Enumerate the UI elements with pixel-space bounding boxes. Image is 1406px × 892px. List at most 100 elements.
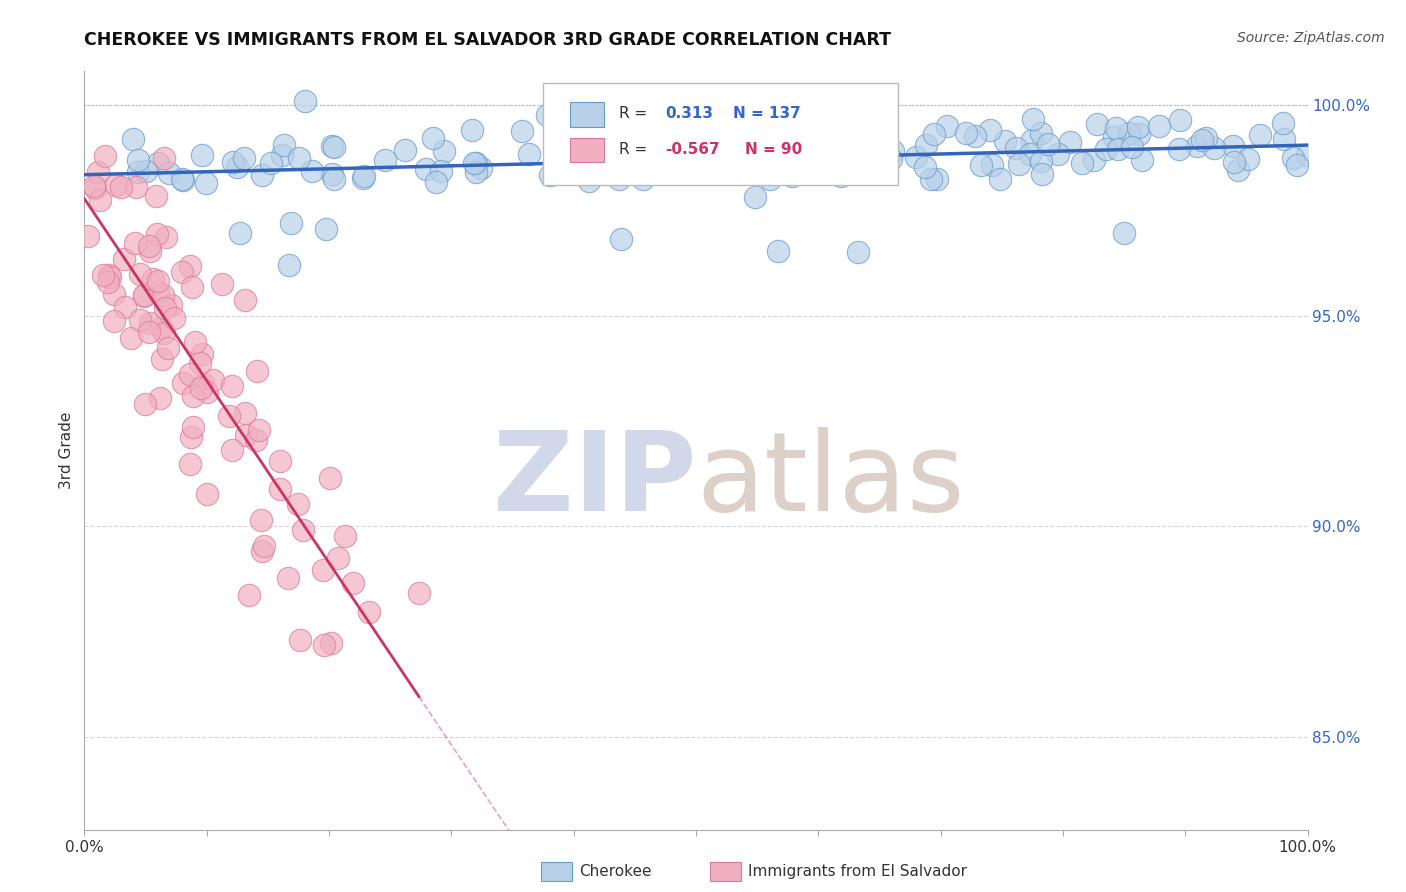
Point (1021, 133, 1043, 147)
Point (132, 289, 155, 303)
Point (394, 143, 416, 157)
Point (882, 144, 904, 158)
Point (287, 497, 309, 511)
Point (408, 586, 430, 600)
Point (766, 244, 789, 258)
Point (994, 134, 1017, 148)
Point (1285, 158, 1308, 172)
Point (288, 151, 311, 165)
Point (87, 165, 110, 179)
Point (1149, 119, 1171, 133)
Point (607, 171, 630, 186)
Point (744, 190, 766, 204)
Point (879, 152, 901, 166)
Text: 0.313: 0.313 (665, 105, 713, 120)
Point (181, 279, 204, 293)
Point (904, 150, 927, 164)
Point (122, 132, 145, 146)
Point (1104, 130, 1126, 145)
Point (1272, 132, 1295, 146)
Point (721, 156, 744, 170)
Point (180, 430, 202, 444)
Point (1029, 154, 1052, 169)
Point (195, 384, 218, 399)
Point (638, 132, 661, 146)
Point (292, 523, 315, 537)
Point (277, 571, 299, 585)
Point (869, 134, 891, 148)
Point (1185, 139, 1208, 153)
Point (145, 188, 167, 202)
Point (1170, 113, 1192, 128)
Point (235, 428, 257, 442)
Point (172, 172, 194, 186)
Point (195, 487, 218, 501)
Point (202, 373, 225, 387)
Point (780, 169, 803, 184)
Point (1128, 127, 1150, 141)
Point (124, 235, 146, 250)
Point (352, 171, 374, 186)
Point (93, 149, 115, 163)
Point (83, 178, 105, 193)
Point (159, 297, 181, 311)
Text: N = 90: N = 90 (745, 142, 803, 157)
Point (250, 168, 273, 182)
Point (172, 171, 194, 186)
Point (84, 180, 107, 194)
Point (433, 144, 456, 158)
Point (191, 347, 214, 361)
Point (301, 164, 323, 178)
Point (328, 551, 350, 566)
Point (146, 285, 169, 300)
Point (737, 161, 759, 175)
Point (233, 151, 256, 165)
Point (578, 174, 600, 188)
Point (98, 268, 121, 283)
Point (323, 172, 346, 186)
Point (246, 364, 269, 378)
Point (146, 227, 169, 241)
Point (98, 269, 121, 284)
Point (461, 122, 484, 136)
Point (260, 156, 283, 170)
Point (872, 138, 894, 153)
Point (733, 136, 755, 151)
Point (1021, 112, 1043, 126)
Point (323, 139, 346, 153)
Point (429, 163, 451, 178)
Point (342, 575, 364, 590)
Text: R =: R = (619, 142, 647, 157)
Point (155, 230, 177, 244)
Point (353, 169, 375, 184)
Point (1249, 128, 1271, 142)
Point (627, 133, 650, 147)
Point (536, 108, 558, 122)
Point (845, 139, 868, 153)
Point (152, 351, 174, 366)
Point (1059, 135, 1081, 149)
Point (184, 335, 207, 350)
Point (319, 471, 342, 485)
Point (790, 146, 813, 161)
Point (103, 314, 125, 328)
Point (179, 458, 201, 472)
Y-axis label: 3rd Grade: 3rd Grade (59, 412, 75, 489)
Point (814, 131, 837, 145)
Text: Source: ZipAtlas.com: Source: ZipAtlas.com (1237, 31, 1385, 45)
Point (1107, 142, 1129, 156)
Point (470, 161, 492, 175)
Point (191, 147, 214, 161)
Point (1038, 136, 1060, 151)
Point (1085, 117, 1108, 131)
Point (713, 138, 735, 153)
Point (979, 122, 1001, 136)
Point (129, 267, 152, 281)
Point (238, 588, 260, 602)
Point (922, 128, 945, 142)
Point (463, 156, 485, 170)
Point (333, 529, 356, 543)
Point (148, 391, 170, 405)
Point (1008, 157, 1031, 171)
Point (955, 126, 977, 140)
